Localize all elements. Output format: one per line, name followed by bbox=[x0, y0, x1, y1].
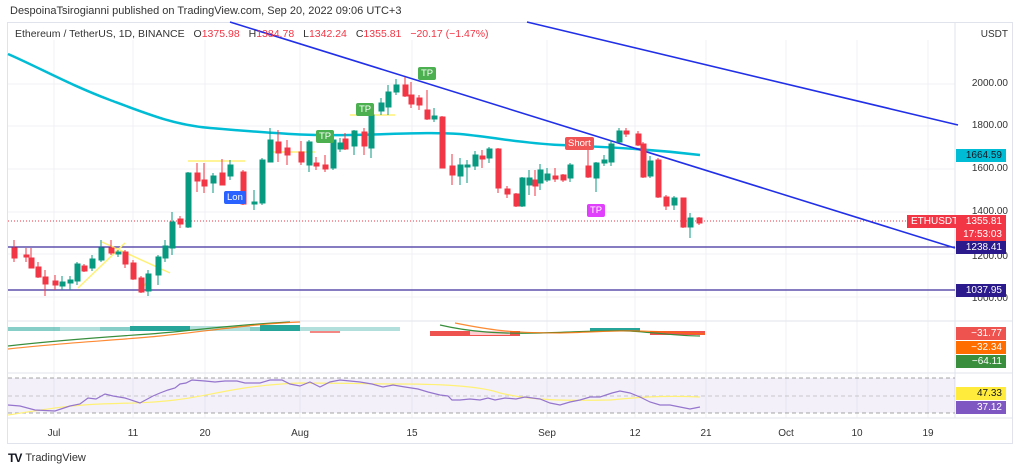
candles[interactable] bbox=[11, 77, 703, 296]
price-tick: 1200.00 bbox=[971, 251, 1008, 262]
time-tick: 20 bbox=[199, 428, 211, 439]
symbol-name: Ethereum / TetherUS, 1D, BINANCE bbox=[15, 28, 185, 40]
chart-frame bbox=[7, 22, 1013, 444]
price-tick: 1600.00 bbox=[971, 163, 1008, 174]
time-tick: Aug bbox=[291, 428, 309, 439]
currency-label: USDT bbox=[980, 29, 1008, 40]
time-tick: 21 bbox=[700, 428, 712, 439]
price-tick: 1000.00 bbox=[971, 293, 1008, 304]
time-tick: 12 bbox=[629, 428, 641, 439]
time-tick: 11 bbox=[127, 428, 139, 439]
short-signal-label[interactable]: Short bbox=[565, 137, 594, 150]
close-value: 1355.81 bbox=[363, 28, 402, 40]
tp-signal-label[interactable]: TP bbox=[418, 67, 437, 80]
rsi-line bbox=[7, 379, 701, 412]
macd-signal-tag: −32.34 bbox=[956, 341, 1006, 354]
macd-signal-line bbox=[7, 321, 301, 350]
high-label: H bbox=[248, 28, 257, 40]
last-price-tag: 1355.81 bbox=[956, 215, 1006, 228]
close-label: C bbox=[355, 28, 364, 40]
low-label: L bbox=[303, 28, 309, 40]
low-value: 1342.24 bbox=[308, 28, 347, 40]
ma-value-tag: 1664.59 bbox=[956, 149, 1006, 162]
macd-line-2 bbox=[439, 324, 701, 337]
price-tick: 1400.00 bbox=[971, 206, 1008, 217]
rsi-value-tag: 37.12 bbox=[956, 401, 1006, 414]
brand-name: TradingView bbox=[25, 452, 86, 464]
high-value: 1384.78 bbox=[256, 28, 295, 40]
open-label: O bbox=[193, 28, 202, 40]
time-tick: Sep bbox=[538, 428, 556, 439]
rsi-ma-line bbox=[7, 382, 701, 416]
price-tick: 2000.00 bbox=[971, 78, 1008, 89]
long-signal-label[interactable]: Lon bbox=[224, 191, 246, 204]
grid bbox=[8, 40, 955, 418]
rsi-ma-tag: 47.33 bbox=[956, 387, 1006, 400]
tp-signal-label[interactable]: TP bbox=[356, 103, 375, 116]
open-value: 1375.98 bbox=[201, 28, 240, 40]
upper-trendline[interactable] bbox=[526, 21, 959, 126]
level-upper-tag: 1238.41 bbox=[956, 241, 1006, 254]
moving-average-line[interactable] bbox=[7, 52, 701, 157]
time-tick: Jul bbox=[47, 428, 61, 439]
symbol-legend[interactable]: Ethereum / TetherUS, 1D, BINANCE O1375.9… bbox=[15, 28, 489, 40]
time-tick: 15 bbox=[406, 428, 418, 439]
level-lower-tag: 1037.95 bbox=[956, 284, 1006, 297]
publisher-line: DespoinaTsirogianni published on Trading… bbox=[10, 5, 402, 17]
macd-signal-line-2 bbox=[454, 322, 706, 335]
time-tick: 10 bbox=[851, 428, 863, 439]
macd-hist-tag: −31.77 bbox=[956, 327, 1006, 340]
countdown-tag: 17:53:03 bbox=[956, 228, 1006, 241]
rsi-band bbox=[8, 378, 955, 413]
tp-signal-label[interactable]: TP bbox=[587, 204, 606, 217]
macd-line-tag: −64.11 bbox=[956, 355, 1006, 368]
macd-line bbox=[7, 321, 291, 347]
tp-signal-label[interactable]: TP bbox=[316, 130, 335, 143]
tradingview-brand[interactable]: TV TradingView bbox=[8, 451, 86, 465]
price-tick: 1800.00 bbox=[971, 120, 1008, 131]
tradingview-logo-icon: TV bbox=[8, 451, 22, 465]
time-tick: Oct bbox=[778, 428, 794, 439]
time-tick: 19 bbox=[922, 428, 934, 439]
change-value: −20.17 (−1.47%) bbox=[410, 28, 489, 40]
ticker-tag: ETHUSDT bbox=[907, 215, 963, 228]
lower-trendline[interactable] bbox=[229, 21, 956, 249]
